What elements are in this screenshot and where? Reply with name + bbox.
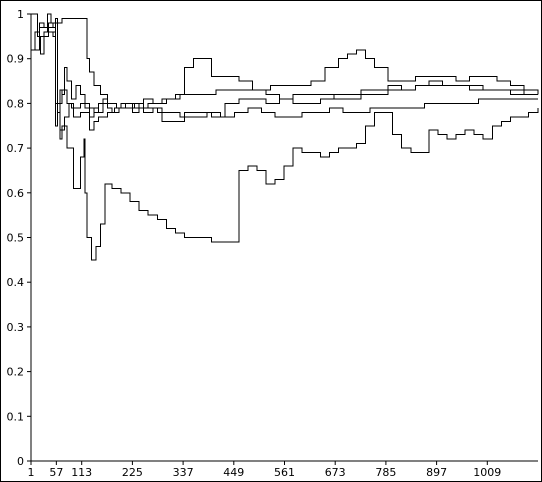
x-tick-label: 449 bbox=[223, 466, 244, 479]
x-tick-label: 785 bbox=[375, 466, 396, 479]
series-line-5 bbox=[31, 22, 538, 122]
y-tick-label: 1 bbox=[17, 8, 24, 21]
x-tick-label: 113 bbox=[71, 466, 92, 479]
y-tick-label: 0.7 bbox=[7, 142, 25, 155]
y-tick-label: 0.8 bbox=[7, 97, 25, 110]
series-layer bbox=[31, 13, 539, 261]
x-tick-label: 1009 bbox=[473, 466, 501, 479]
x-tick-label: 673 bbox=[325, 466, 346, 479]
axes bbox=[27, 13, 538, 465]
series-line-2 bbox=[31, 22, 538, 127]
x-tick-label: 1 bbox=[28, 466, 35, 479]
y-tick-label: 0.3 bbox=[7, 321, 25, 334]
tick-labels: 0 0.1 0.2 0.3 0.4 0.5 0.6 0.7 0.8 0.9 1 1 57 113 225 33… bbox=[7, 8, 502, 479]
y-tick-label: 0.5 bbox=[7, 232, 25, 245]
x-tick-label: 337 bbox=[173, 466, 194, 479]
y-tick-label: 0.2 bbox=[7, 366, 25, 379]
x-tick-label: 225 bbox=[122, 466, 143, 479]
x-tick-label: 57 bbox=[49, 466, 63, 479]
series-line-4 bbox=[31, 26, 538, 131]
y-tick-label: 0.4 bbox=[7, 276, 25, 289]
x-tick-label: 561 bbox=[274, 466, 295, 479]
y-tick-label: 0.9 bbox=[7, 53, 25, 66]
y-tick-label: 0 bbox=[17, 455, 24, 468]
x-tick-label: 897 bbox=[426, 466, 447, 479]
series-line-1 bbox=[31, 13, 539, 109]
series-line-3 bbox=[31, 22, 539, 261]
y-tick-label: 0.6 bbox=[7, 187, 25, 200]
y-tick-label: 0.1 bbox=[7, 410, 25, 423]
